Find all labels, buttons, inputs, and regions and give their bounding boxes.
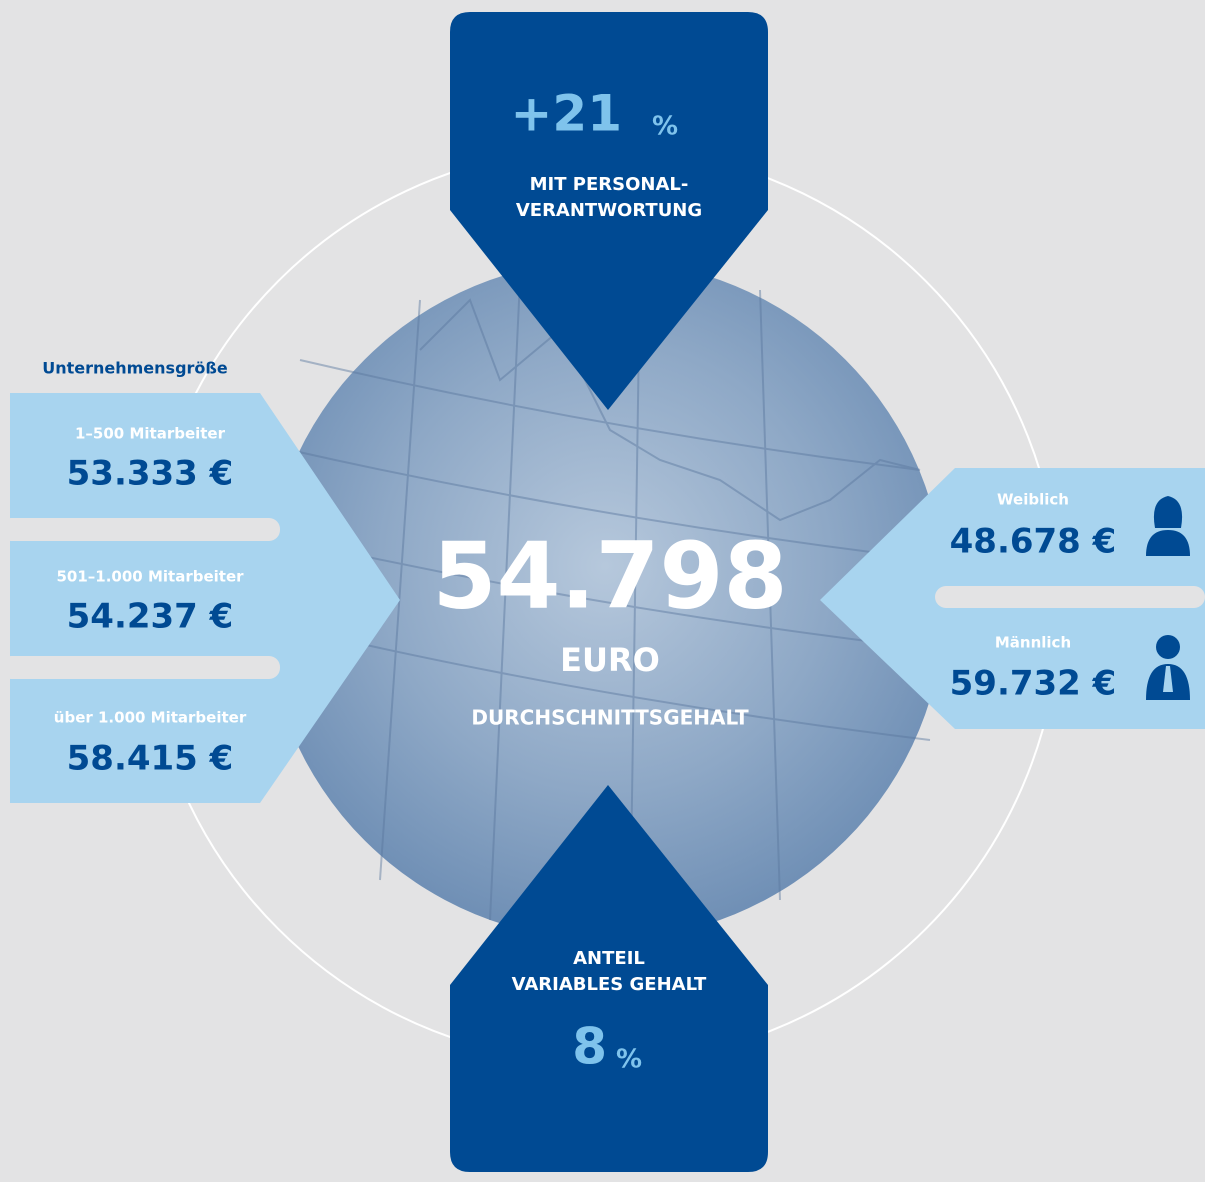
panel-value: 58.415 € (67, 739, 234, 779)
panel-label: Weiblich (997, 491, 1069, 509)
top-value: +21 (511, 85, 622, 143)
top-label: MIT PERSONAL- (530, 174, 689, 195)
panel-value: 53.333 € (67, 454, 234, 494)
separator (0, 518, 280, 541)
center-unit: EURO (560, 641, 660, 679)
separator (0, 656, 280, 679)
panel-label: Männlich (995, 634, 1071, 652)
center-label: DURCHSCHNITTSGEHALT (471, 706, 749, 730)
panel-value: 54.237 € (67, 597, 234, 637)
center-value: 54.798 (432, 522, 787, 629)
bottom-label: VARIABLES GEHALT (512, 974, 707, 995)
infographic: +21 % MIT PERSONAL- VERANTWORTUNG ANTEIL… (0, 0, 1205, 1182)
page: +21 % MIT PERSONAL- VERANTWORTUNG ANTEIL… (0, 0, 1205, 1182)
bottom-label: ANTEIL (573, 948, 645, 969)
top-label: VERANTWORTUNG (516, 200, 702, 221)
top-unit: % (652, 112, 678, 142)
panel-label: 1–500 Mitarbeiter (75, 425, 226, 443)
panel-label: 501–1.000 Mitarbeiter (56, 568, 244, 586)
separator (935, 586, 1205, 608)
section-title: Unternehmensgröße (42, 359, 228, 378)
bottom-unit: % (616, 1045, 642, 1075)
bottom-value: 8 (572, 1018, 607, 1076)
panel-label: über 1.000 Mitarbeiter (54, 709, 247, 727)
panel-value: 48.678 € (950, 522, 1117, 562)
panel-value: 59.732 € (950, 664, 1117, 704)
